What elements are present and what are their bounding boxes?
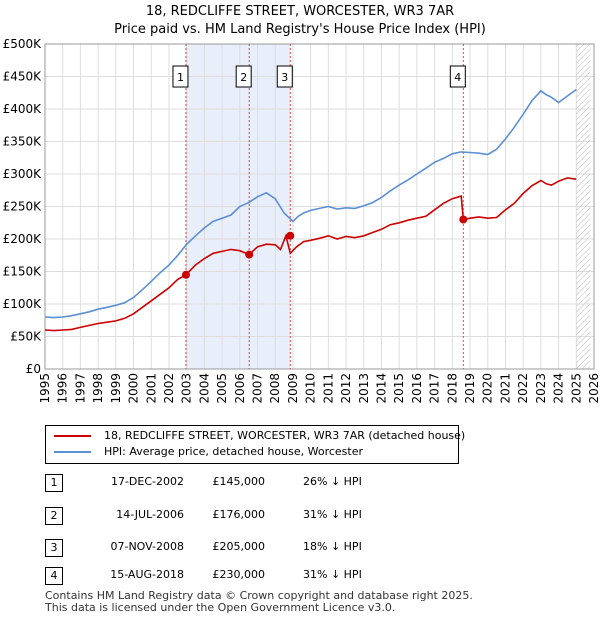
- x-tick-label: 2016: [410, 373, 424, 404]
- sale-hpi-diff: 18% ↓ HPI: [303, 540, 362, 553]
- x-tick-label: 2001: [144, 373, 158, 404]
- x-tick-label: 1998: [91, 373, 105, 404]
- x-tick-label: 2004: [197, 373, 211, 404]
- hpi-line: [44, 88, 577, 319]
- sale-marker-label: 1: [177, 71, 184, 84]
- x-tick-label: 2020: [481, 373, 495, 404]
- x-tick-label: 2012: [339, 373, 353, 404]
- sale-hpi-diff: 31% ↓ HPI: [303, 508, 362, 521]
- sale-hpi-diff: 31% ↓ HPI: [303, 568, 362, 581]
- sale-badge: 3: [45, 539, 63, 557]
- y-tick-label: £350K: [3, 135, 43, 149]
- footer-line-copyright: Contains HM Land Registry data © Crown c…: [45, 589, 473, 602]
- sale-date: 14-JUL-2006: [116, 508, 184, 521]
- legend-label-hpi: HPI: Average price, detached house, Worc…: [104, 445, 364, 458]
- x-tick-label: 2006: [233, 373, 247, 404]
- sale-row-3: 3 07-NOV-2008 £205,000 18% ↓ HPI: [45, 538, 425, 558]
- x-tick-label: 2026: [587, 373, 600, 404]
- sale-price: £205,000: [212, 540, 266, 553]
- sale-marker-label: 4: [454, 71, 461, 84]
- x-tick-label: 2024: [552, 373, 566, 404]
- footer-line-licence: This data is licensed under the Open Gov…: [45, 601, 396, 614]
- y-tick-label: £250K: [3, 200, 43, 214]
- chart-title: 18, REDCLIFFE STREET, WORCESTER, WR3 7AR: [145, 4, 455, 19]
- x-tick-label: 2023: [534, 373, 548, 404]
- sale-badge: 1: [45, 474, 63, 492]
- y-tick-label: £500K: [3, 37, 43, 51]
- sale-marker-box: [235, 65, 252, 88]
- sale-row-4: 4 15-AUG-2018 £230,000 31% ↓ HPI: [45, 566, 425, 586]
- x-tick-label: 2018: [445, 373, 459, 404]
- x-tick-label: 2013: [357, 373, 371, 404]
- sale-badge: 4: [45, 567, 63, 585]
- x-tick-label: 2019: [463, 373, 477, 404]
- sale-row-2: 2 14-JUL-2006 £176,000 31% ↓ HPI: [45, 506, 425, 526]
- x-tick-label: 2025: [569, 373, 583, 404]
- x-tick-label: 2003: [180, 373, 194, 404]
- sale-date: 15-AUG-2018: [110, 568, 184, 581]
- y-tick-label: £0: [26, 362, 41, 376]
- y-tick-label: £150K: [3, 265, 43, 279]
- y-tick-label: £300K: [3, 167, 43, 181]
- sale-point: [245, 250, 254, 259]
- sale-point: [286, 231, 295, 240]
- price-chart: £0 £50K £100K £150K £200K £250K £300K £350K £400…: [3, 37, 600, 404]
- x-tick-label: 2005: [215, 373, 229, 404]
- sale-date: 17-DEC-2002: [110, 475, 184, 488]
- x-tick-label: 2017: [428, 373, 442, 404]
- chart-subtitle: Price paid vs. HM Land Registry's House …: [114, 22, 486, 37]
- property-price-line: [44, 177, 577, 332]
- forecast-hatch: [576, 44, 591, 369]
- x-tick-label: 1997: [73, 373, 87, 404]
- sale-date: 07-NOV-2008: [110, 540, 184, 553]
- sale-price: £230,000: [212, 568, 266, 581]
- x-tick-label: 2007: [251, 373, 265, 404]
- x-tick-label: 1996: [56, 373, 70, 404]
- y-tick-label: £50K: [10, 330, 42, 344]
- legend: 18, REDCLIFFE STREET, WORCESTER, WR3 7AR…: [45, 425, 465, 464]
- sale-point: [459, 215, 468, 224]
- x-tick-label: 2009: [286, 373, 300, 404]
- x-tick-label: 2002: [162, 373, 176, 404]
- x-tick-label: 1999: [109, 373, 123, 404]
- legend-label-property: 18, REDCLIFFE STREET, WORCESTER, WR3 7AR…: [104, 429, 466, 442]
- x-tick-label: 2014: [374, 373, 388, 404]
- sale-marker-label: 3: [281, 71, 288, 84]
- sale-marker-label: 2: [240, 71, 247, 84]
- footer-attribution: Contains HM Land Registry data © Crown c…: [45, 590, 473, 614]
- x-tick-label: 2000: [127, 373, 141, 404]
- y-tick-label: £400K: [3, 102, 43, 116]
- sale-price: £145,000: [212, 475, 266, 488]
- x-tick-label: 2022: [516, 373, 530, 404]
- sale-price: £176,000: [212, 508, 266, 521]
- x-tick-label: 2008: [268, 373, 282, 404]
- sale-marker-box: [172, 65, 189, 88]
- y-tick-label: £450K: [3, 70, 43, 84]
- sale-marker-box: [449, 65, 466, 88]
- x-tick-label: 2010: [304, 373, 318, 404]
- sale-row-1: 1 17-DEC-2002 £145,000 26% ↓ HPI: [45, 473, 425, 493]
- sale-badge: 2: [45, 507, 63, 525]
- sale-marker-box: [276, 65, 293, 88]
- plot-frame: [44, 43, 595, 370]
- x-tick-label: 2021: [498, 373, 512, 404]
- y-tick-label: £100K: [3, 297, 43, 311]
- sale-hpi-diff: 26% ↓ HPI: [303, 475, 362, 488]
- sale-point: [181, 270, 190, 279]
- legend-swatch-hpi: [54, 451, 91, 453]
- x-tick-label: 2011: [321, 373, 335, 404]
- legend-swatch-property: [54, 435, 91, 437]
- x-tick-label: 2015: [392, 373, 406, 404]
- y-tick-label: £200K: [3, 232, 43, 246]
- x-tick-label: 1995: [38, 373, 52, 404]
